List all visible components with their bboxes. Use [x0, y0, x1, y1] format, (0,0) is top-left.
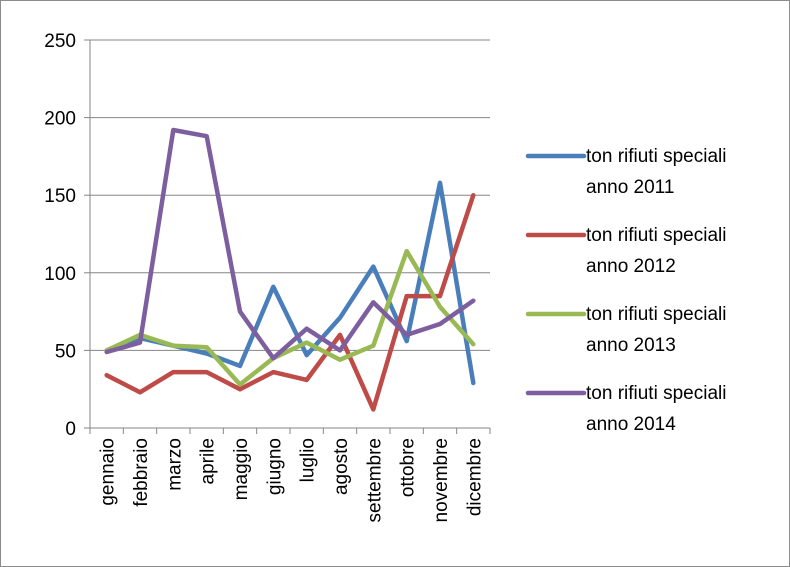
- series-line-2: [104, 192, 476, 412]
- x-tick-label: febbraio: [131, 438, 152, 507]
- x-tick-label: settembre: [364, 438, 385, 522]
- y-tick-label: 150: [44, 186, 76, 207]
- series-lines: [104, 127, 476, 412]
- x-tick-label: agosto: [331, 438, 352, 495]
- x-tick-label: marzo: [164, 438, 185, 491]
- x-tick-label: novembre: [431, 438, 452, 523]
- x-tick-label: maggio: [231, 438, 252, 500]
- gridlines: [90, 39, 490, 351]
- y-tick-label: 250: [44, 31, 76, 52]
- x-tick-label: dicembre: [464, 438, 485, 516]
- x-tick-label: giugno: [264, 438, 285, 495]
- axes: 0 50 100 150 200 250 gennaio febbraio marzo april…: [44, 31, 491, 523]
- legend-label-2: ton rifiuti speciali anno 2012: [586, 225, 726, 277]
- y-tick-label: 100: [44, 264, 76, 285]
- legend: ton rifiuti speciali anno 2011 ton rifiuti…: [525, 146, 726, 435]
- series-line-3: [104, 248, 476, 387]
- y-tick-label: 0: [65, 419, 76, 440]
- legend-label-1: ton rifiuti speciali anno 2011: [586, 146, 726, 198]
- x-tick-label: aprile: [198, 438, 219, 484]
- y-tick-label: 200: [44, 109, 76, 130]
- x-tick-label: gennaio: [98, 438, 119, 506]
- x-tick-label: luglio: [298, 438, 319, 482]
- legend-label-4: ton rifiuti speciali anno 2014: [586, 383, 726, 435]
- x-tick-label: ottobre: [398, 438, 419, 497]
- legend-label-3: ton rifiuti speciali anno 2013: [586, 304, 726, 356]
- y-tick-label: 50: [55, 341, 76, 362]
- series-line-4: [104, 127, 476, 361]
